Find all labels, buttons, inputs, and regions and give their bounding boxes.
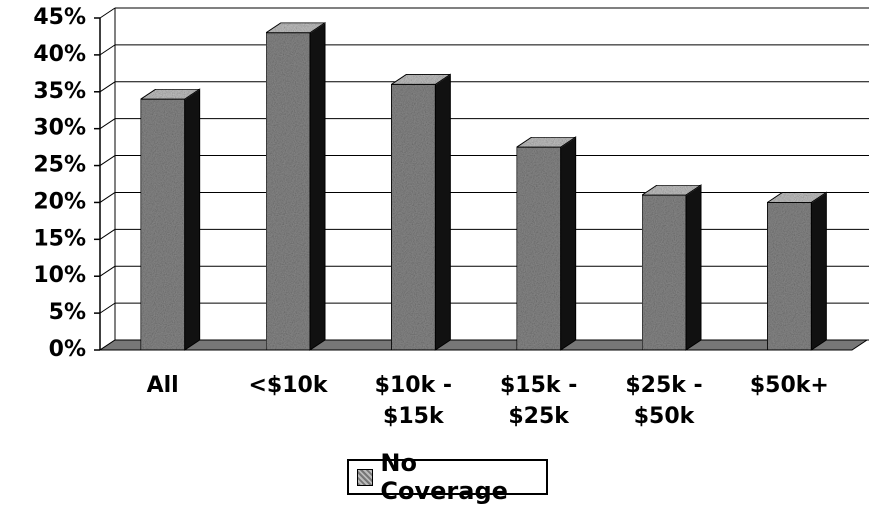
x-tick-label: All	[146, 373, 179, 398]
grid-line-side	[99, 155, 116, 166]
grid-line-side	[99, 7, 116, 19]
bar-side	[434, 73, 451, 351]
bar	[390, 83, 436, 351]
y-tick-label: 10%	[33, 263, 86, 288]
y-tick-label: 0%	[49, 337, 86, 362]
floor	[98, 339, 869, 351]
grid-line-side	[99, 44, 116, 56]
bar-side	[560, 136, 577, 351]
bar	[265, 32, 311, 351]
bar	[641, 194, 687, 351]
y-tick-label: 25%	[33, 153, 86, 178]
y-tick-label: 15%	[33, 226, 86, 251]
bar	[516, 146, 562, 351]
bar-side	[309, 21, 326, 351]
legend-label: No Coverage	[380, 449, 508, 505]
y-tick-label: 35%	[33, 79, 86, 104]
bar-side	[184, 88, 201, 351]
y-tick-label: 5%	[49, 300, 86, 325]
grid-line-side	[99, 81, 116, 93]
y-tick-label: 30%	[33, 116, 86, 141]
y-tick-label: 45%	[33, 5, 86, 30]
y-tick-label: 40%	[33, 42, 86, 67]
x-tick-label: $25k - $50k	[625, 373, 703, 429]
y-tick-label: 20%	[33, 189, 86, 214]
x-tick-label: $50k+	[749, 373, 829, 398]
grid-line-side	[99, 118, 116, 130]
x-tick-label: $15k - $25k	[499, 373, 578, 429]
bar	[140, 98, 186, 351]
bar-side	[685, 184, 702, 351]
x-tick-label: <$10k	[248, 373, 328, 398]
bar	[766, 201, 812, 351]
grid-line-side	[99, 265, 116, 277]
x-tick-label: $10k - $15k	[374, 373, 452, 429]
legend: No Coverage	[347, 449, 548, 505]
grid-line-side	[99, 192, 116, 203]
grid-line-side	[99, 228, 116, 240]
bar-side	[810, 191, 827, 351]
grid-line-side	[99, 302, 116, 314]
legend-swatch	[357, 468, 374, 486]
